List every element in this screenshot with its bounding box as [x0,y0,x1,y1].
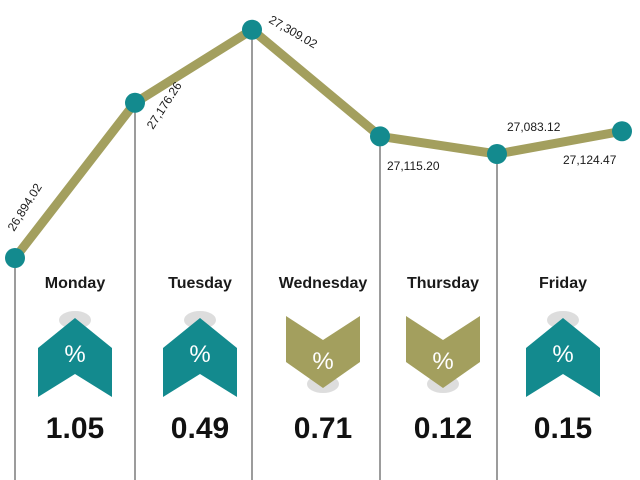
percent-icon: % [189,341,210,368]
index-point-marker [612,121,632,142]
percent-icon: % [552,341,573,368]
percent-icon: % [64,341,85,368]
down-arrow-icon-thursday [406,316,480,388]
index-series-line [10,25,627,263]
change-value-thursday: 0.12 [414,412,472,445]
day-label-monday: Monday [45,275,106,292]
day-label-thursday: Thursday [407,275,479,292]
change-value-friday: 0.15 [534,412,592,445]
up-arrow-icon-monday [38,318,112,397]
change-value-tuesday: 0.49 [171,412,229,445]
up-arrow-icon-friday [526,318,600,397]
index-point-marker [242,19,262,40]
change-value-wednesday: 0.71 [294,412,352,445]
day-label-tuesday: Tuesday [168,275,232,292]
percent-icon: % [312,348,333,375]
down-arrow-icon-wednesday [286,316,360,388]
value-label-friday: 27,124.47 [563,153,617,167]
index-point-marker [5,248,25,268]
day-label-wednesday: Wednesday [279,275,368,292]
day-label-friday: Friday [539,275,587,292]
extra-point-marker [487,143,507,164]
index-point-marker [125,92,145,113]
up-arrow-icon-tuesday [163,318,237,397]
percent-icon: % [432,348,453,375]
index-point-marker [370,126,390,147]
value-label-extra: 27,083.12 [507,120,561,134]
change-value-monday: 1.05 [46,412,104,445]
value-label-thursday: 27,115.20 [387,159,440,173]
